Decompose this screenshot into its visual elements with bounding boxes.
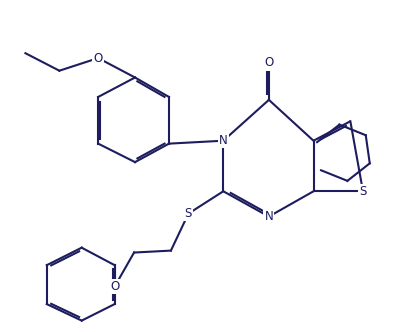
Text: O: O xyxy=(110,280,119,293)
Text: S: S xyxy=(359,185,367,198)
Text: N: N xyxy=(265,210,273,223)
Text: N: N xyxy=(219,134,228,147)
Text: O: O xyxy=(264,56,273,69)
Text: O: O xyxy=(93,51,103,64)
Text: S: S xyxy=(185,207,192,220)
